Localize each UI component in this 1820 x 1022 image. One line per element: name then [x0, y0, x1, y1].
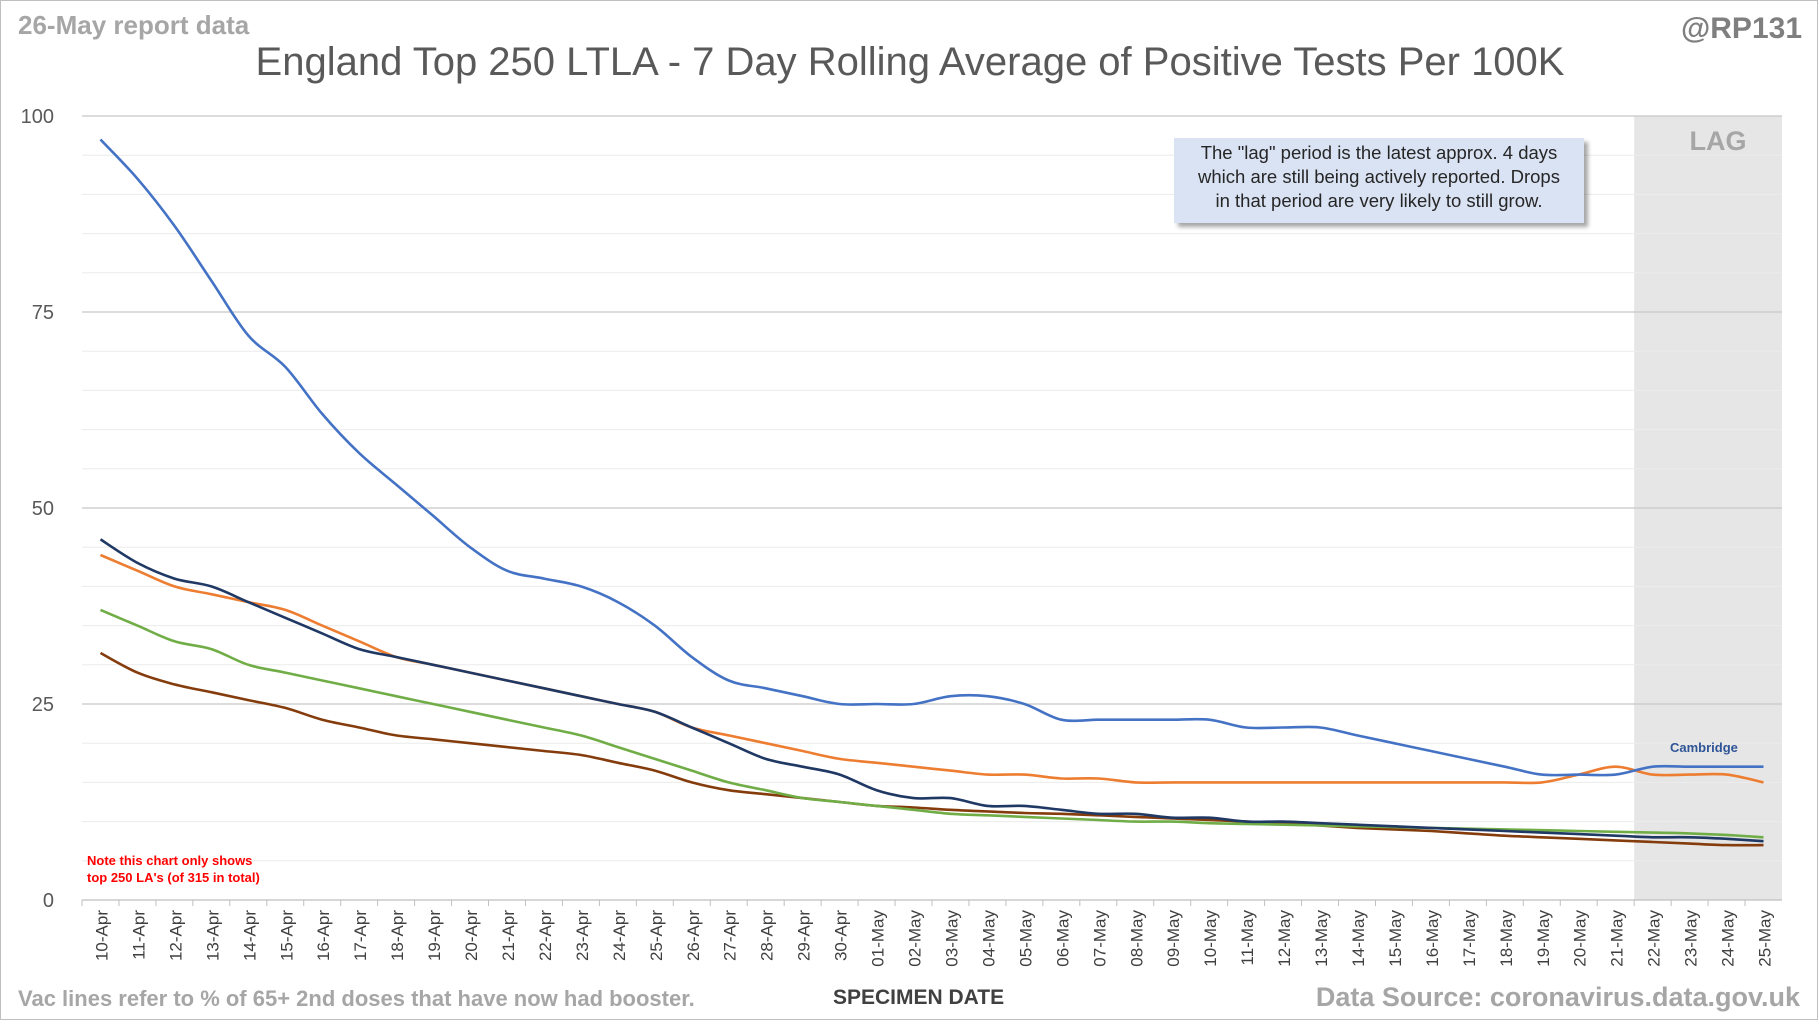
x-tick-label: 10-May — [1201, 910, 1220, 967]
x-tick-label: 02-May — [906, 910, 925, 967]
x-tick-label: 10-Apr — [92, 910, 111, 961]
x-axis-label: SPECIMEN DATE — [833, 986, 1005, 1009]
x-tick-label: 22-Apr — [536, 910, 555, 961]
y-tick-label: 100 — [21, 106, 54, 128]
y-axis: 0 25 50 75 100 — [21, 106, 54, 912]
x-axis: 10-Apr 11-Apr 12-Apr 13-Apr 14-Apr 15-Apr 16-A… — [81, 900, 1775, 967]
x-tick-label: 18-May — [1497, 910, 1516, 967]
x-tick-label: 11-May — [1238, 910, 1257, 966]
highlight-series-label: Cambridge — [1670, 740, 1738, 755]
x-tick-label: 07-May — [1090, 910, 1109, 967]
x-tick-label: 03-May — [942, 910, 961, 967]
x-tick-label: 23-Apr — [573, 910, 592, 961]
series-line — [99, 538, 1764, 843]
x-tick-label: 30-Apr — [832, 910, 851, 961]
x-tick-label: 19-May — [1534, 910, 1553, 967]
x-tick-label: 16-May — [1423, 910, 1442, 967]
x-tick-label: 12-Apr — [166, 910, 185, 961]
lag-callout: The "lag" period is the latest approx. 4… — [1174, 138, 1584, 223]
x-tick-label: 19-Apr — [425, 910, 444, 961]
x-tick-label: 25-Apr — [647, 910, 666, 961]
x-tick-label: 20-Apr — [462, 910, 481, 961]
x-tick-label: 24-May — [1719, 910, 1738, 967]
x-tick-label: 08-May — [1127, 910, 1146, 967]
x-tick-label: 01-May — [869, 910, 888, 967]
x-tick-label: 16-Apr — [314, 910, 333, 961]
top-250-note: Note this chart only shows top 250 LA's … — [87, 852, 260, 886]
x-tick-label: 28-Apr — [758, 910, 777, 961]
y-tick-label: 75 — [32, 302, 54, 324]
vaccine-note: Vac lines refer to % of 65+ 2nd doses th… — [18, 986, 695, 1011]
report-date: 26-May report data — [18, 10, 250, 40]
y-tick-label: 0 — [43, 890, 54, 912]
lag-callout-line: in that period are very likely to still … — [1215, 190, 1543, 211]
x-tick-label: 25-May — [1756, 910, 1775, 967]
y-tick-label: 50 — [32, 498, 54, 520]
y-tick-label: 25 — [32, 694, 54, 716]
x-tick-label: 15-Apr — [277, 910, 296, 961]
x-tick-label: 13-Apr — [203, 910, 222, 961]
x-tick-label: 17-Apr — [351, 910, 370, 961]
x-tick-label: 21-Apr — [499, 910, 518, 961]
series-layer — [99, 138, 1764, 847]
lag-callout-line: The "lag" period is the latest approx. 4… — [1200, 142, 1558, 163]
x-tick-label: 17-May — [1460, 910, 1479, 967]
x-tick-label: 21-May — [1608, 910, 1627, 967]
x-tick-label: 13-May — [1312, 910, 1331, 967]
x-tick-label: 29-Apr — [795, 910, 814, 961]
top-note-line: Note this chart only shows — [87, 853, 253, 868]
x-tick-label: 06-May — [1053, 910, 1072, 967]
gridlines — [82, 115, 1782, 901]
x-tick-label: 04-May — [979, 910, 998, 967]
series-line — [99, 138, 1764, 777]
series-line — [99, 553, 1764, 785]
x-tick-label: 09-May — [1164, 910, 1183, 967]
x-tick-label: 14-May — [1349, 910, 1368, 967]
x-tick-label: 20-May — [1571, 910, 1590, 967]
x-tick-label: 22-May — [1645, 910, 1664, 967]
x-tick-label: 12-May — [1275, 910, 1294, 967]
x-tick-label: 05-May — [1016, 910, 1035, 967]
x-tick-label: 18-Apr — [388, 910, 407, 961]
x-tick-label: 26-Apr — [684, 910, 703, 961]
author-handle: @RP131 — [1681, 12, 1802, 45]
lag-label: LAG — [1690, 126, 1747, 156]
x-tick-label: 15-May — [1386, 910, 1405, 967]
series-line — [99, 608, 1764, 839]
x-tick-label: 24-Apr — [610, 910, 629, 961]
series-line — [99, 651, 1764, 847]
x-tick-label: 14-Apr — [240, 910, 259, 961]
x-tick-label: 11-Apr — [129, 910, 148, 960]
data-source: Data Source: coronavirus.data.gov.uk — [1315, 982, 1800, 1012]
top-note-line: top 250 LA's (of 315 in total) — [87, 870, 260, 885]
chart-title: England Top 250 LTLA - 7 Day Rolling Ave… — [255, 40, 1565, 84]
x-tick-label: 23-May — [1682, 910, 1701, 967]
x-tick-label: 27-Apr — [721, 910, 740, 961]
lag-callout-line: which are still being actively reported.… — [1198, 166, 1560, 187]
